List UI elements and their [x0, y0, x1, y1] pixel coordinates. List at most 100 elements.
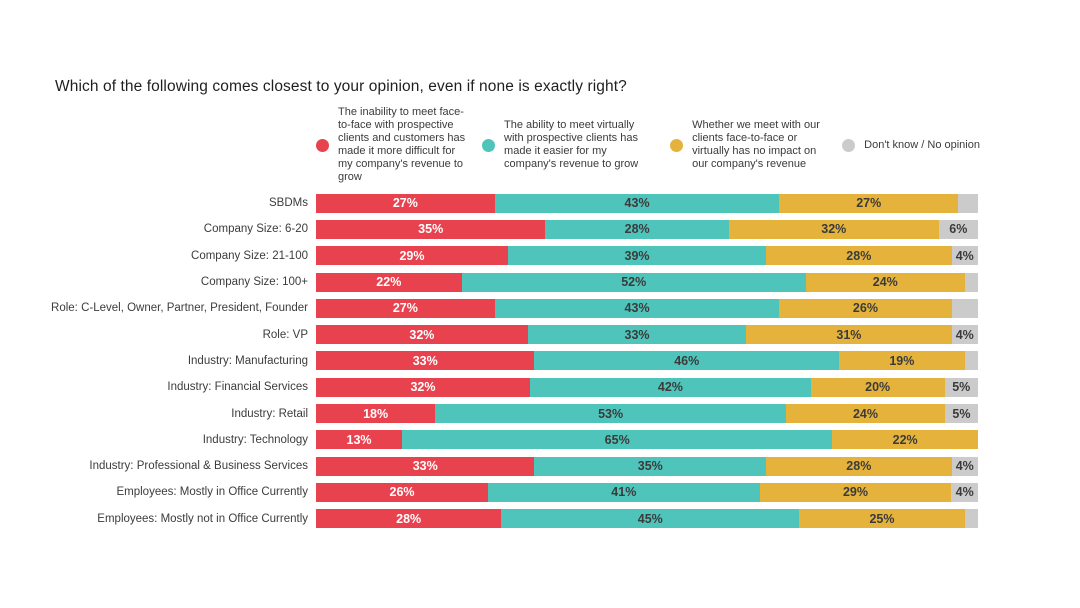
bar-segment: 32% — [316, 377, 530, 397]
bar-segment: 13% — [316, 430, 403, 450]
bar-segment: 22% — [832, 430, 978, 450]
bar-segment: 18% — [316, 404, 436, 424]
category-label: Company Size: 21-100 — [191, 249, 308, 262]
legend-item: The ability to meet virtually with prosp… — [482, 119, 656, 171]
bar-segment: 33% — [316, 456, 535, 476]
bar-segment: 35% — [534, 456, 767, 476]
bar-segment: 28% — [766, 456, 952, 476]
bar-segment: 22% — [316, 272, 462, 292]
bar-segment: 46% — [534, 351, 839, 371]
legend-swatch-icon — [482, 138, 496, 152]
legend-item: The inability to meet face-to-face with … — [316, 106, 468, 184]
bar-segment — [964, 272, 978, 292]
legend-label: The inability to meet face-to-face with … — [338, 106, 466, 183]
legend: The inability to meet face-to-face with … — [316, 106, 980, 184]
bar-segment: 43% — [494, 193, 780, 213]
stacked-bar: 33% 35% 28% 4% — [316, 456, 978, 476]
chart-row: Role: C-Level, Owner, Partner, President… — [0, 295, 978, 321]
chart-row: Employees: Mostly in Office Currently 26%… — [0, 479, 978, 505]
chart-row: Industry: Retail 18% 53% 24% 5% — [0, 400, 978, 426]
stacked-bar: 33% 46% 19% — [316, 351, 978, 371]
bar-segment: 28% — [316, 509, 502, 529]
bar-segment: 31% — [746, 325, 952, 345]
bar-segment: 26% — [779, 298, 952, 318]
bar-segment: 24% — [786, 404, 945, 424]
bar-segment: 6% — [938, 219, 978, 239]
chart-row: Industry: Professional & Business Servic… — [0, 453, 978, 479]
category-label: Industry: Financial Services — [167, 381, 308, 394]
stacked-bar: 29% 39% 28% 4% — [316, 246, 978, 266]
bar-segment: 5% — [944, 377, 978, 397]
chart-row: Company Size: 6-20 35% 28% 32% 6% — [0, 216, 978, 242]
legend-item: Don't know / No opinion — [842, 138, 980, 152]
legend-swatch-icon — [316, 138, 329, 152]
stacked-bar: 28% 45% 25% — [316, 509, 978, 529]
stacked-bar: 32% 33% 31% 4% — [316, 325, 978, 345]
category-label: Role: C-Level, Owner, Partner, President… — [51, 302, 308, 315]
legend-label: Don't know / No opinion — [864, 138, 980, 151]
bar-segment — [964, 351, 978, 371]
category-label: Industry: Technology — [202, 433, 308, 446]
chart-row: Role: VP 32% 33% 31% 4% — [0, 321, 978, 347]
bar-segment: 65% — [402, 430, 833, 450]
chart-row: Industry: Financial Services 32% 42% 20% 5% — [0, 374, 978, 400]
stacked-bar: 22% 52% 24% — [316, 272, 978, 292]
bar-segment: 42% — [529, 377, 811, 397]
bar-segment: 5% — [944, 404, 978, 424]
bar-segment: 20% — [810, 377, 945, 397]
bar-segment: 25% — [799, 509, 965, 529]
category-label: Company Size: 6-20 — [203, 223, 308, 236]
bar-segment: 33% — [527, 325, 747, 345]
stacked-bar: 18% 53% 24% 5% — [316, 404, 978, 424]
legend-label: Whether we meet with our clients face-to… — [692, 119, 820, 170]
bar-segment: 4% — [951, 456, 978, 476]
chart-row: Industry: Manufacturing 33% 46% 19% — [0, 348, 978, 374]
bar-segment: 27% — [316, 298, 495, 318]
stacked-bar: 27% 43% 26% — [316, 298, 978, 318]
bar-segment: 26% — [316, 482, 489, 502]
bar-segment — [951, 298, 978, 318]
chart-row: SBDMs 27% 43% 27% — [0, 190, 978, 216]
bar-segment: 32% — [316, 325, 528, 345]
bar-segment: 4% — [951, 482, 978, 502]
bar-segment: 39% — [507, 246, 767, 266]
stacked-bar: 32% 42% 20% 5% — [316, 377, 978, 397]
bar-segment: 43% — [494, 298, 780, 318]
category-label: Company Size: 100+ — [200, 276, 308, 289]
bar-segment — [958, 193, 978, 213]
bar-segment: 24% — [805, 272, 965, 292]
legend-swatch-icon — [842, 138, 856, 152]
chart-row: Company Size: 21-100 29% 39% 28% 4% — [0, 243, 978, 269]
bar-segment: 27% — [316, 193, 495, 213]
chart-title: Which of the following comes closest to … — [55, 78, 627, 95]
category-label: Role: VP — [262, 328, 308, 341]
bar-segment: 35% — [316, 219, 546, 239]
category-label: Employees: Mostly in Office Currently — [116, 486, 308, 499]
chart-rows: SBDMs 27% 43% 27% Company Size: 6-20 35% 28% 32… — [0, 190, 978, 532]
bar-segment: 19% — [838, 351, 965, 371]
bar-segment: 29% — [316, 246, 508, 266]
stacked-bar: 13% 65% 22% — [316, 430, 978, 450]
chart-row: Industry: Technology 13% 65% 22% — [0, 427, 978, 453]
legend-label: The ability to meet virtually with prosp… — [504, 119, 639, 170]
chart-row: Company Size: 100+ 22% 52% 24% — [0, 269, 978, 295]
bar-segment: 32% — [728, 219, 939, 239]
bar-segment: 4% — [951, 325, 978, 345]
bar-segment: 29% — [759, 482, 952, 502]
bar-segment: 27% — [779, 193, 959, 213]
chart-row: Employees: Mostly not in Office Currentl… — [0, 506, 978, 532]
stacked-bar: 35% 28% 32% 6% — [316, 219, 978, 239]
stacked-bar: 27% 43% 27% — [316, 193, 978, 213]
category-label: Industry: Retail — [231, 407, 308, 420]
bar-segment: 52% — [461, 272, 806, 292]
category-label: Industry: Manufacturing — [187, 354, 308, 367]
category-label: Industry: Professional & Business Servic… — [89, 460, 308, 473]
bar-segment: 4% — [951, 246, 978, 266]
stacked-bar: 26% 41% 29% 4% — [316, 482, 978, 502]
bar-segment: 41% — [488, 482, 760, 502]
bar-segment: 28% — [545, 219, 729, 239]
bar-segment: 28% — [766, 246, 952, 266]
legend-swatch-icon — [670, 138, 684, 152]
category-label: Employees: Mostly not in Office Currentl… — [97, 512, 308, 525]
